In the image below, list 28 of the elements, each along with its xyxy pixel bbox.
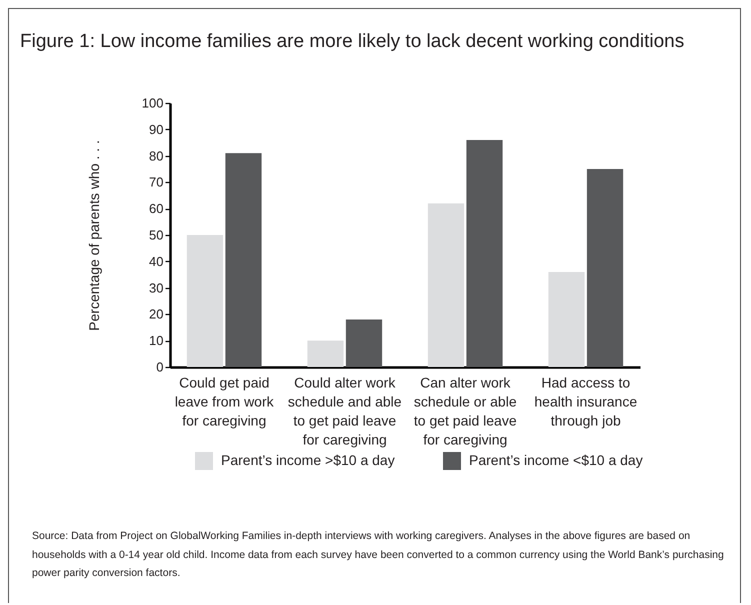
bar bbox=[428, 203, 464, 367]
y-tick-label: 70 bbox=[149, 174, 164, 190]
x-tick-label: Could alter work schedule and able to get paid leave for caregiving bbox=[288, 374, 402, 448]
x-tick-label: Can alter work schedule or able to get paid leave for caregiving bbox=[414, 374, 517, 448]
bar bbox=[186, 235, 224, 367]
y-tick-label: 40 bbox=[149, 254, 164, 269]
x-tick-label: Could get paid leave from work for caregiving bbox=[174, 374, 275, 428]
y-axis-title: Percentage of parents who . . . bbox=[86, 140, 102, 331]
y-tick-label: 10 bbox=[149, 333, 164, 348]
y-tick-label: 80 bbox=[149, 148, 164, 164]
y-tick-label: 90 bbox=[149, 122, 164, 137]
y-tick-label: 20 bbox=[149, 306, 164, 322]
y-tick-label: 0 bbox=[156, 360, 164, 374]
bar bbox=[307, 340, 344, 367]
y-tick-label: 100 bbox=[142, 96, 164, 110]
bar bbox=[586, 169, 624, 367]
y-tick-label: 30 bbox=[149, 280, 164, 296]
legend-label: Parent’s income <$10 a day bbox=[469, 452, 643, 468]
y-tick-label: 60 bbox=[149, 201, 164, 216]
bar bbox=[225, 153, 262, 367]
source-note: Source: Data from Project on GlobalWorking Families in-depth interviews with working caregivers. Analyses in the above figures are based on households with a 0-14 year old child. Income data from each survey have been converted to a common currency using the World Bank’s purchasing power parity conversion factors. bbox=[32, 529, 725, 581]
y-tick-label: 50 bbox=[149, 228, 164, 242]
legend-label: Parent’s income >$10 a day bbox=[221, 452, 395, 468]
bar bbox=[466, 140, 503, 367]
chart-title: Figure 1: Low income families are more likely to lack decent working conditions bbox=[20, 31, 684, 52]
bar bbox=[346, 319, 382, 367]
x-tick-label: Had access to health insurance through job bbox=[534, 374, 638, 428]
bar bbox=[548, 272, 585, 367]
